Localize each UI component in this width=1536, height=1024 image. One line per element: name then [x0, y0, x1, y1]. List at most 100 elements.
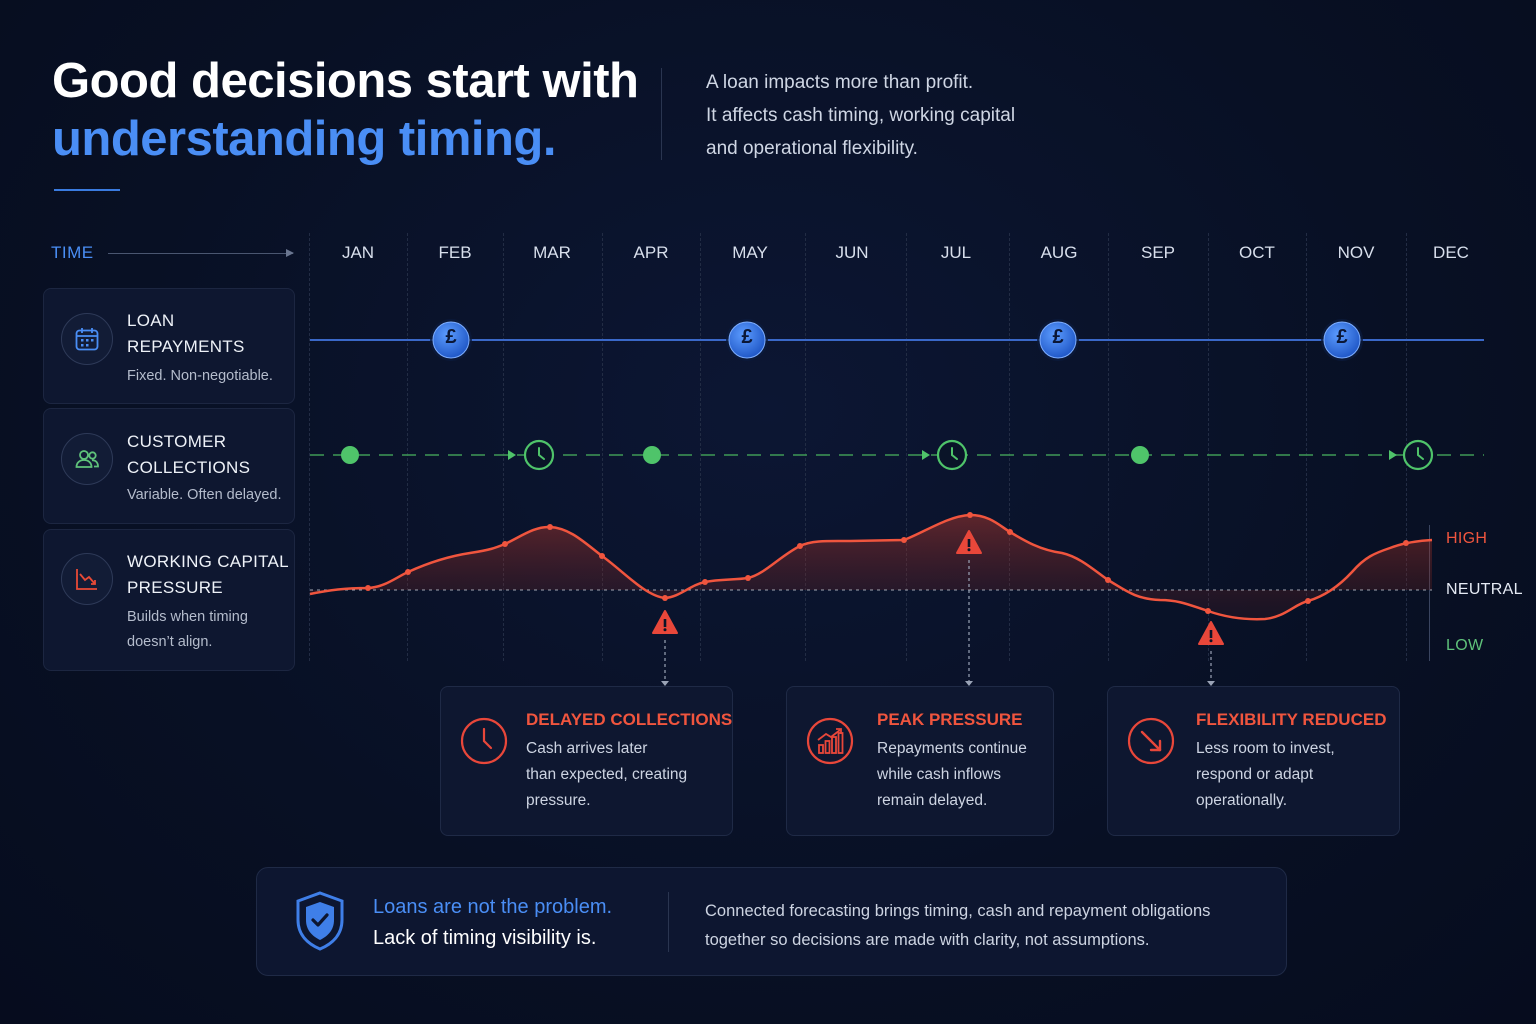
- grid-line: [602, 233, 603, 661]
- row-subtitle: Builds when timing doesn’t align.: [127, 605, 248, 655]
- time-arrow: [108, 249, 294, 257]
- row-title-line: PRESSURE: [127, 578, 223, 597]
- clock-icon: [460, 717, 508, 765]
- footer-divider: [668, 892, 669, 952]
- callout-delayed-collections: DELAYED COLLECTIONS Cash arrives later t…: [440, 686, 733, 836]
- collection-dot: [1131, 446, 1149, 464]
- callout-line: than expected, creating: [526, 766, 688, 783]
- pressure-curve: [309, 513, 1433, 621]
- level-axis: [1429, 525, 1430, 661]
- callout-flexibility-reduced: FLEXIBILITY REDUCED Less room to invest,…: [1107, 686, 1400, 836]
- callout-line: respond or adapt: [1196, 766, 1314, 783]
- delayed-clock-icon: [1402, 439, 1434, 471]
- row-subtitle-line: Fixed. Non-negotiable.: [127, 368, 273, 384]
- intro-text: A loan impacts more than profit. It affe…: [706, 66, 1086, 165]
- callout-line: Cash arrives later: [526, 740, 648, 757]
- repayment-coin: [430, 319, 472, 361]
- repayment-coin: [1037, 319, 1079, 361]
- callout-description: Repayments continue while cash inflows r…: [877, 736, 1027, 814]
- month-label: FEB: [438, 243, 472, 262]
- intro-line-3: and operational flexibility.: [706, 138, 918, 159]
- grid-line: [503, 233, 504, 661]
- warning-icon: [652, 610, 678, 634]
- calendar-icon: [61, 313, 113, 365]
- page-title: Good decisions start with understanding …: [52, 52, 639, 168]
- footer-text-line: Connected forecasting brings timing, cas…: [705, 902, 1211, 920]
- row-title-line: REPAYMENTS: [127, 337, 245, 356]
- row-title: CUSTOMER COLLECTIONS: [127, 429, 250, 481]
- pressure-points: [365, 512, 1409, 614]
- grid-line: [1306, 233, 1307, 661]
- month-label: OCT: [1239, 243, 1275, 262]
- grid-line: [805, 233, 806, 661]
- month-label: AUG: [1040, 243, 1078, 262]
- grid-line: [906, 233, 907, 661]
- row-subtitle-line: Variable. Often delayed.: [127, 487, 282, 503]
- grid-line: [700, 233, 701, 661]
- callout-peak-pressure: PEAK PRESSURE Repayments continue while …: [786, 686, 1054, 836]
- arrowhead: [1389, 450, 1397, 460]
- footer-text: Connected forecasting brings timing, cas…: [705, 897, 1210, 955]
- pound-symbol: £: [445, 326, 457, 348]
- row-subtitle-line: Builds when timing: [127, 609, 248, 625]
- month-label: JUL: [940, 243, 972, 262]
- pressure-area: [310, 515, 1432, 620]
- grid-line: [1009, 233, 1010, 661]
- row-card-customer-collections: CUSTOMER COLLECTIONS Variable. Often del…: [43, 408, 295, 524]
- row-card-loan-repayments: LOAN REPAYMENTS Fixed. Non-negotiable.: [43, 288, 295, 404]
- header-divider: [661, 68, 662, 160]
- callout-line: Repayments continue: [877, 740, 1027, 757]
- collection-dot: [341, 446, 359, 464]
- callout-line: remain delayed.: [877, 792, 988, 809]
- shield-check-icon: [296, 891, 344, 951]
- footer-text-line: together so decisions are made with clar…: [705, 931, 1150, 949]
- row-title: LOAN REPAYMENTS: [127, 308, 245, 360]
- bar-chart-up-icon: [806, 717, 854, 765]
- time-label: TIME: [51, 243, 94, 262]
- month-label: JAN: [341, 243, 375, 262]
- row-title-line: CUSTOMER: [127, 432, 227, 451]
- diagonal-arrow-icon: [1127, 717, 1175, 765]
- footer-quote-line-1: Loans are not the problem.: [373, 896, 613, 918]
- month-label: JUN: [835, 243, 869, 262]
- intro-line-2: It affects cash timing, working capital: [706, 105, 1016, 126]
- callout-line: while cash inflows: [877, 766, 1002, 783]
- level-low: LOW: [1446, 637, 1484, 654]
- repayment-coin: [726, 319, 768, 361]
- callout-description: Cash arrives later than expected, creati…: [526, 736, 687, 814]
- callout-description: Less room to invest, respond or adapt op…: [1196, 736, 1335, 814]
- repayment-coin: [1321, 319, 1363, 361]
- level-high: HIGH: [1446, 530, 1488, 547]
- delayed-clock-icon: [523, 439, 555, 471]
- collection-dot: [643, 446, 661, 464]
- month-label: APR: [633, 243, 669, 262]
- row-title-line: LOAN: [127, 311, 175, 330]
- declining-chart-icon: [61, 553, 113, 605]
- level-neutral: NEUTRAL: [1446, 581, 1523, 598]
- title-line-2: understanding timing.: [52, 112, 556, 166]
- warning-icon: [956, 530, 982, 554]
- callout-title: PEAK PRESSURE: [877, 710, 1023, 729]
- footer-panel: Loans are not the problem. Lack of timin…: [256, 867, 1287, 976]
- row-subtitle: Fixed. Non-negotiable.: [127, 364, 273, 389]
- grid-line: [1108, 233, 1109, 661]
- pound-symbol: £: [741, 326, 753, 348]
- callout-line: operationally.: [1196, 792, 1288, 809]
- row-title: WORKING CAPITAL PRESSURE: [127, 549, 289, 601]
- footer-quote-line-2: Lack of timing visibility is.: [373, 927, 597, 949]
- warning-icon: [1198, 621, 1224, 645]
- grid-line: [1208, 233, 1209, 661]
- title-underline: [54, 189, 120, 191]
- month-label: MAY: [732, 243, 768, 262]
- people-icon: [61, 433, 113, 485]
- row-subtitle-line: doesn’t align.: [127, 634, 213, 650]
- delayed-clock-icon: [936, 439, 968, 471]
- pound-symbol: £: [1336, 326, 1348, 348]
- row-title-line: COLLECTIONS: [127, 458, 251, 477]
- arrowhead: [922, 450, 930, 460]
- month-label: DEC: [1433, 243, 1469, 262]
- grid-line: [309, 233, 310, 661]
- arrowhead: [508, 450, 516, 460]
- row-title-line: WORKING CAPITAL: [127, 552, 289, 571]
